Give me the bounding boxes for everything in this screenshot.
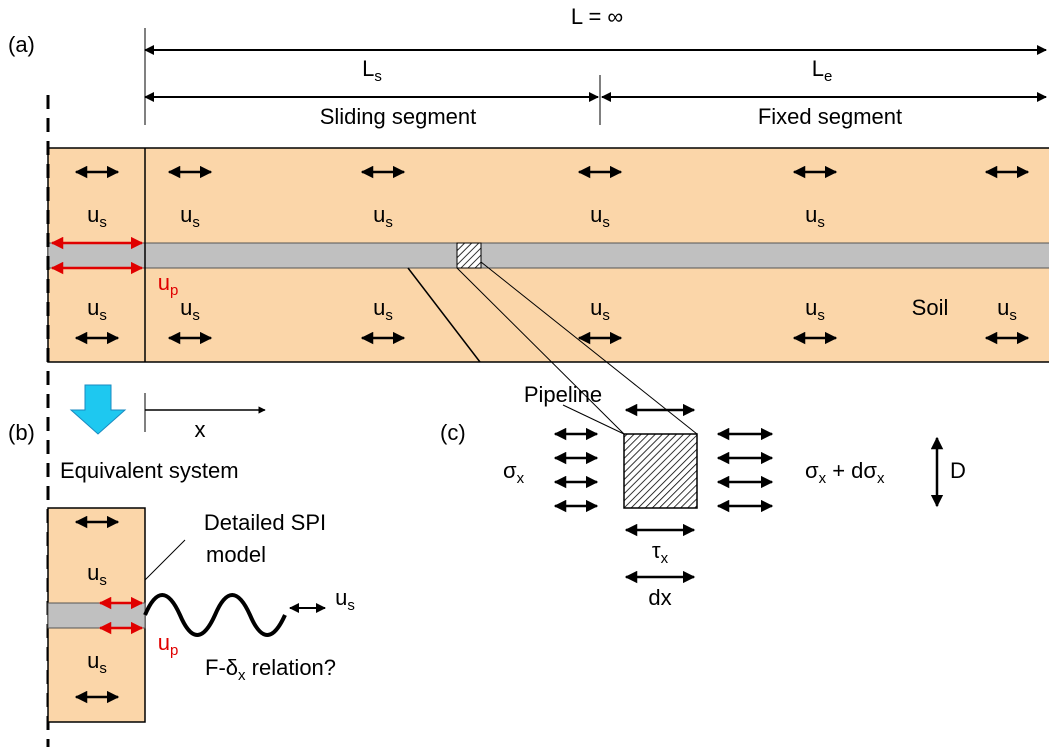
symbol: u <box>805 202 817 227</box>
slip-line <box>407 267 481 363</box>
diameter-label: D <box>950 458 966 483</box>
zoom-line <box>456 267 625 435</box>
symbol: u <box>87 560 99 585</box>
shear-label: τx <box>652 538 669 567</box>
displacement-label: us <box>180 202 200 231</box>
stress-label: σx <box>503 458 525 487</box>
displacement-label: us <box>997 295 1017 324</box>
symbol: u <box>997 295 1009 320</box>
displacement-label: us <box>87 648 107 677</box>
pipe <box>47 242 1049 269</box>
symbol: u <box>590 295 602 320</box>
displacement-label: us <box>373 295 393 324</box>
symbol: u <box>87 295 99 320</box>
soil-label: Soil <box>912 295 949 320</box>
symbol: u <box>180 295 192 320</box>
element <box>623 433 698 509</box>
panel-label: (b) <box>8 420 35 445</box>
symbol: u <box>87 202 99 227</box>
subscript: s <box>347 597 355 614</box>
subscript: s <box>385 307 393 324</box>
symbol: u <box>373 295 385 320</box>
segment-label: Sliding segment <box>320 104 477 129</box>
sliding-length: Ls <box>362 56 382 85</box>
panel-label: (a) <box>8 32 35 57</box>
stress-label: σx + dσx <box>805 458 885 487</box>
spi-label: Detailed SPI <box>204 510 326 535</box>
displacement-label: up <box>158 270 179 299</box>
leader <box>562 404 625 435</box>
subscript: p <box>170 642 178 659</box>
displacement-label: us <box>335 585 355 614</box>
symbol: u <box>335 585 347 610</box>
subscript: p <box>170 282 178 299</box>
subscript: s <box>99 660 107 677</box>
displacement-label: us <box>373 202 393 231</box>
pipe <box>47 602 146 629</box>
length-label: dx <box>648 585 671 610</box>
subscript: s <box>817 214 825 231</box>
relation-label: F-δx relation? <box>205 655 336 684</box>
displacement-label: us <box>87 202 107 231</box>
symbol: u <box>87 648 99 673</box>
symbol: u <box>805 295 817 320</box>
subscript: s <box>385 214 393 231</box>
subscript: s <box>1009 307 1017 324</box>
subscript: s <box>602 214 610 231</box>
spring <box>143 593 287 637</box>
displacement-label: us <box>590 202 610 231</box>
fixed-length: Le <box>812 56 833 85</box>
down-arrow <box>69 384 127 435</box>
segment-label: Fixed segment <box>758 104 902 129</box>
subscript: s <box>192 307 200 324</box>
x-label: x <box>195 417 206 442</box>
subscript: s <box>99 307 107 324</box>
displacement-label: us <box>805 295 825 324</box>
panel-label: (c) <box>440 420 466 445</box>
spi-label: model <box>206 542 266 567</box>
equivalent-label: Equivalent system <box>60 458 239 483</box>
subscript: s <box>817 307 825 324</box>
displacement-label: us <box>590 295 610 324</box>
total-length: L = ∞ <box>571 4 623 29</box>
symbol: u <box>373 202 385 227</box>
symbol: u <box>590 202 602 227</box>
subscript: s <box>192 214 200 231</box>
symbol: u <box>158 630 170 655</box>
pipeline-label: Pipeline <box>524 382 602 407</box>
subscript: s <box>99 214 107 231</box>
displacement-label: us <box>180 295 200 324</box>
displacement-label: up <box>158 630 179 659</box>
pipe-element <box>456 242 482 269</box>
displacement-label: us <box>805 202 825 231</box>
displacement-label: us <box>87 295 107 324</box>
leader <box>144 539 186 581</box>
symbol: u <box>180 202 192 227</box>
subscript: s <box>602 307 610 324</box>
subscript: s <box>99 572 107 589</box>
displacement-label: us <box>87 560 107 589</box>
symbol: u <box>158 270 170 295</box>
